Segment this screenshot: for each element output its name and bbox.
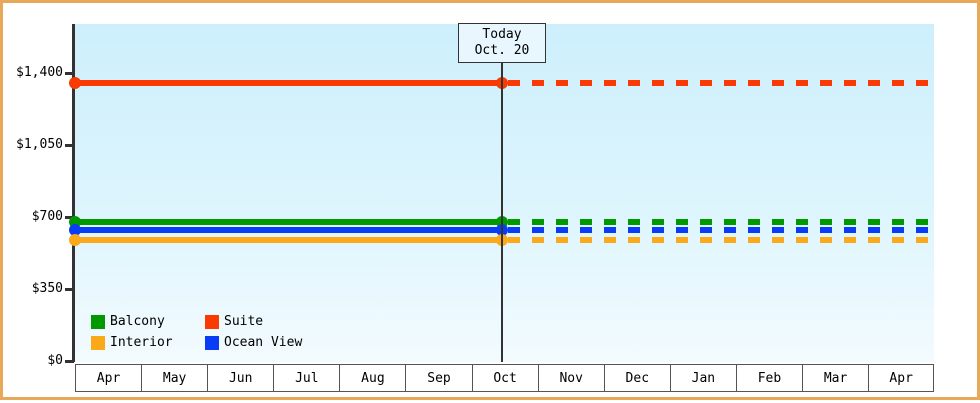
legend-item-balcony[interactable]: Balcony <box>91 314 195 329</box>
legend-label-balcony: Balcony <box>110 314 165 329</box>
series-line-ocean-view-solid <box>75 227 502 233</box>
x-axis-month-cell[interactable]: Apr <box>75 364 142 392</box>
y-axis-label-1050: $1,050 <box>16 137 63 152</box>
x-axis-month-cell[interactable]: Sep <box>405 364 472 392</box>
x-axis-month-cell[interactable]: Jul <box>273 364 340 392</box>
series-point-ocean-view-start <box>69 224 81 236</box>
x-axis-month-cell[interactable]: Jun <box>207 364 274 392</box>
y-tick-350 <box>65 288 74 291</box>
x-axis-month-cell[interactable]: Nov <box>537 364 604 392</box>
x-axis-month-cell[interactable]: Oct <box>471 364 538 392</box>
y-axis-label-0: $0 <box>47 353 63 368</box>
legend-item-interior[interactable]: Interior <box>91 335 195 350</box>
y-tick-1400 <box>65 72 74 75</box>
y-axis-label-700: $700 <box>31 209 63 224</box>
chart-legend: Balcony Suite Interior Ocean View <box>91 311 302 353</box>
x-axis-month-cell[interactable]: May <box>141 364 208 392</box>
legend-swatch-balcony <box>91 314 105 329</box>
x-axis-month-cell[interactable]: Jan <box>669 364 736 392</box>
y-axis-line <box>72 24 75 362</box>
series-line-balcony-solid <box>75 219 502 225</box>
y-axis-labels: $1,400 $1,050 $700 $350 $0 <box>3 3 63 403</box>
today-tooltip: Today Oct. 20 <box>458 23 546 63</box>
series-line-balcony-dashed <box>508 219 934 225</box>
legend-label-ocean-view: Ocean View <box>224 335 303 350</box>
legend-label-suite: Suite <box>224 314 264 329</box>
x-axis-month-cell[interactable]: Mar <box>802 364 869 392</box>
legend-item-ocean-view[interactable]: Ocean View <box>205 335 302 350</box>
legend-item-suite[interactable]: Suite <box>205 314 302 329</box>
series-line-ocean-view-dashed <box>508 227 934 233</box>
today-tooltip-title: Today <box>482 26 522 42</box>
legend-swatch-suite <box>205 314 219 329</box>
legend-label-interior: Interior <box>110 335 173 350</box>
y-axis-label-1400: $1,400 <box>16 65 63 80</box>
today-tooltip-date: Oct. 20 <box>474 43 530 58</box>
series-line-interior-solid <box>75 237 502 243</box>
x-axis-month-cell[interactable]: Dec <box>603 364 670 392</box>
x-axis-month-cell[interactable]: Feb <box>735 364 803 392</box>
y-tick-0 <box>65 360 74 363</box>
series-line-interior-dashed <box>508 237 934 243</box>
y-tick-1050 <box>65 144 74 147</box>
x-axis-month-cell[interactable]: Apr <box>868 364 935 392</box>
y-axis-label-350: $350 <box>31 281 63 296</box>
x-axis-months: Apr May Jun Jul Aug Sep Oct Nov Dec Jan … <box>75 364 935 392</box>
today-marker-line <box>501 24 503 362</box>
series-point-interior-start <box>69 234 81 246</box>
x-axis-month-cell[interactable]: Aug <box>339 364 406 392</box>
legend-swatch-ocean-view <box>205 335 219 350</box>
series-line-suite-dashed <box>508 80 934 86</box>
legend-swatch-interior <box>91 335 105 350</box>
series-point-suite-start <box>69 77 81 89</box>
series-line-suite-solid <box>75 80 502 86</box>
